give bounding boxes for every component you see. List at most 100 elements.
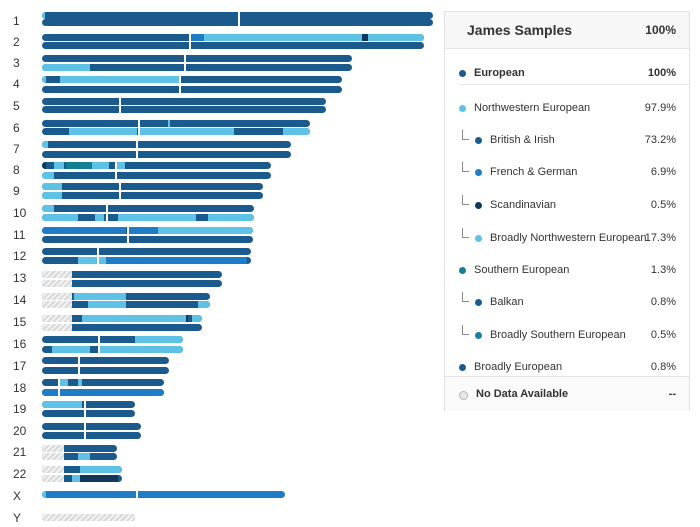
ancestry-segment[interactable] [78, 257, 97, 264]
ancestry-segment[interactable] [42, 12, 45, 19]
ancestry-segment[interactable] [78, 379, 82, 386]
chromosome-strand[interactable] [42, 324, 202, 331]
ancestry-segment[interactable] [208, 214, 212, 221]
chromosome-strand[interactable] [42, 76, 342, 83]
chromosome-strand[interactable] [42, 257, 251, 264]
ancestry-segment[interactable] [212, 214, 254, 221]
ancestry-segment[interactable] [66, 162, 92, 169]
ancestry-segment[interactable] [138, 128, 234, 135]
ancestry-row[interactable]: Southern European 1.3% [445, 262, 689, 282]
ancestry-segment[interactable] [80, 475, 118, 482]
chromosome-strand[interactable] [42, 293, 210, 300]
ancestry-segment[interactable] [42, 64, 90, 71]
chromosome-strand[interactable] [42, 280, 222, 287]
ancestry-segment[interactable] [69, 128, 137, 135]
chromosome-strand[interactable] [42, 475, 122, 482]
ancestry-segment[interactable] [128, 227, 158, 234]
ancestry-segment[interactable] [92, 162, 109, 169]
chromosome-strand[interactable] [42, 98, 326, 105]
ancestry-segment[interactable] [186, 315, 188, 322]
chromosome-strand[interactable] [42, 248, 251, 255]
ancestry-segment[interactable] [362, 34, 368, 41]
chromosome-strand[interactable] [42, 55, 352, 62]
ancestry-segment[interactable] [58, 379, 68, 386]
ancestry-segment[interactable] [168, 120, 170, 127]
chromosome-strand[interactable] [42, 205, 254, 212]
ancestry-row[interactable]: Broadly European 0.8% [445, 359, 689, 379]
chromosome-strand[interactable] [42, 162, 271, 169]
chromosome-strand[interactable] [42, 271, 222, 278]
ancestry-segment[interactable] [106, 257, 247, 264]
ancestry-segment[interactable] [99, 257, 106, 264]
ancestry-row[interactable]: Northwestern European 97.9% [445, 100, 689, 120]
chromosome-strand[interactable] [42, 453, 117, 460]
chromosome-strand[interactable] [42, 346, 183, 353]
chromosome-strand[interactable] [42, 34, 424, 41]
ancestry-segment[interactable] [192, 315, 202, 322]
chromosome-strand[interactable] [42, 12, 433, 19]
chromosome-strand[interactable] [42, 128, 310, 135]
ancestry-segment[interactable] [42, 141, 48, 148]
chromosome-strand[interactable] [42, 301, 210, 308]
ancestry-segment[interactable] [158, 227, 253, 234]
ancestry-segment[interactable] [72, 475, 80, 482]
chromosome-strand[interactable] [42, 491, 285, 498]
chromosome-strand[interactable] [42, 514, 135, 521]
chromosome-strand[interactable] [42, 401, 135, 408]
chromosome-strand[interactable] [42, 315, 202, 322]
ancestry-segment[interactable] [52, 346, 90, 353]
chromosome-strand[interactable] [42, 227, 253, 234]
ancestry-segment[interactable] [42, 172, 54, 179]
chromosome-strand[interactable] [42, 379, 164, 386]
ancestry-row[interactable]: French & German 6.9% [445, 162, 689, 184]
ancestry-segment[interactable] [189, 34, 204, 41]
ancestry-segment[interactable] [42, 205, 54, 212]
ancestry-segment[interactable] [82, 315, 186, 322]
ancestry-segment[interactable] [42, 192, 62, 199]
ancestry-segment[interactable] [42, 214, 78, 221]
ancestry-row[interactable]: Broadly Southern European 0.5% [445, 325, 689, 347]
ancestry-segment[interactable] [80, 389, 164, 396]
ancestry-segment[interactable] [204, 34, 362, 41]
chromosome-strand[interactable] [42, 466, 122, 473]
ancestry-segment[interactable] [100, 346, 183, 353]
chromosome-strand[interactable] [42, 151, 291, 158]
chromosome-strand[interactable] [42, 445, 117, 452]
ancestry-segment[interactable] [80, 466, 122, 473]
chromosome-strand[interactable] [42, 357, 169, 364]
chromosome-strand[interactable] [42, 183, 263, 190]
chromosome-strand[interactable] [42, 214, 254, 221]
ancestry-segment[interactable] [42, 491, 46, 498]
chromosome-strand[interactable] [42, 367, 169, 374]
ancestry-segment[interactable] [283, 128, 310, 135]
chromosome-strand[interactable] [42, 86, 342, 93]
ancestry-segment[interactable] [42, 389, 80, 396]
ancestry-segment[interactable] [60, 76, 122, 83]
ancestry-segment[interactable] [42, 401, 82, 408]
ancestry-row[interactable]: European 100% [445, 65, 689, 85]
chromosome-strand[interactable] [42, 42, 424, 49]
ancestry-segment[interactable] [198, 301, 210, 308]
ancestry-segment[interactable] [95, 214, 104, 221]
chromosome-strand[interactable] [42, 389, 164, 396]
ancestry-segment[interactable] [74, 293, 126, 300]
chromosome-strand[interactable] [42, 423, 141, 430]
chromosome-strand[interactable] [42, 432, 141, 439]
chromosome-strand[interactable] [42, 64, 352, 71]
chromosome-strand[interactable] [42, 19, 433, 26]
ancestry-segment[interactable] [42, 227, 126, 234]
ancestry-row[interactable]: British & Irish 73.2% [445, 130, 689, 152]
ancestry-segment[interactable] [122, 76, 179, 83]
chromosome-strand[interactable] [42, 172, 271, 179]
ancestry-segment[interactable] [42, 183, 62, 190]
ancestry-segment[interactable] [78, 453, 90, 460]
chromosome-strand[interactable] [42, 141, 291, 148]
ancestry-segment[interactable] [135, 336, 183, 343]
ancestry-segment[interactable] [368, 34, 424, 41]
ancestry-segment[interactable] [42, 162, 46, 169]
ancestry-row[interactable]: Scandinavian 0.5% [445, 195, 689, 217]
ancestry-segment[interactable] [118, 214, 196, 221]
chromosome-strand[interactable] [42, 106, 326, 113]
ancestry-segment[interactable] [115, 162, 125, 169]
no-data-row[interactable]: No Data Available -- [445, 376, 689, 411]
